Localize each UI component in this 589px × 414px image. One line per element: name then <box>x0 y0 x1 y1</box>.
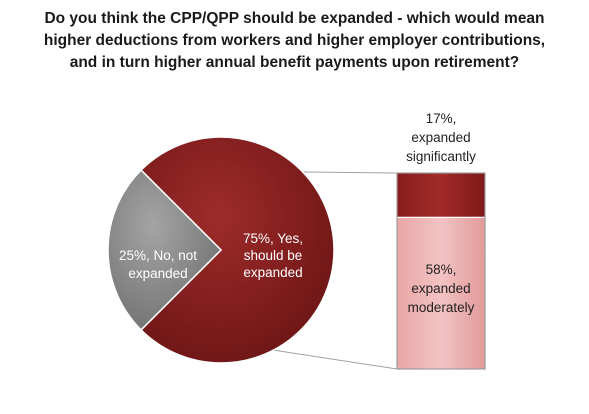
breakdown-bar <box>396 172 486 370</box>
chart-title: Do you think the CPP/QPP should be expan… <box>43 10 546 71</box>
pie-slices <box>107 136 335 364</box>
bar-border <box>396 172 486 370</box>
label-significantly: 17%, expanded significantly <box>406 111 476 164</box>
data-labels: 75%, Yes, should be expanded 25%, No, not ex… <box>119 111 476 315</box>
label-moderately: 58%, expanded moderately <box>408 262 475 315</box>
pie-slice-yes <box>140 136 335 364</box>
label-yes: 75%, Yes, should be expanded <box>243 231 303 280</box>
pie-slice-no <box>107 169 223 331</box>
bar-segment-moderately <box>396 216 486 370</box>
label-no: 25%, No, not expanded <box>119 248 197 281</box>
bar-segment-significantly <box>396 172 486 219</box>
